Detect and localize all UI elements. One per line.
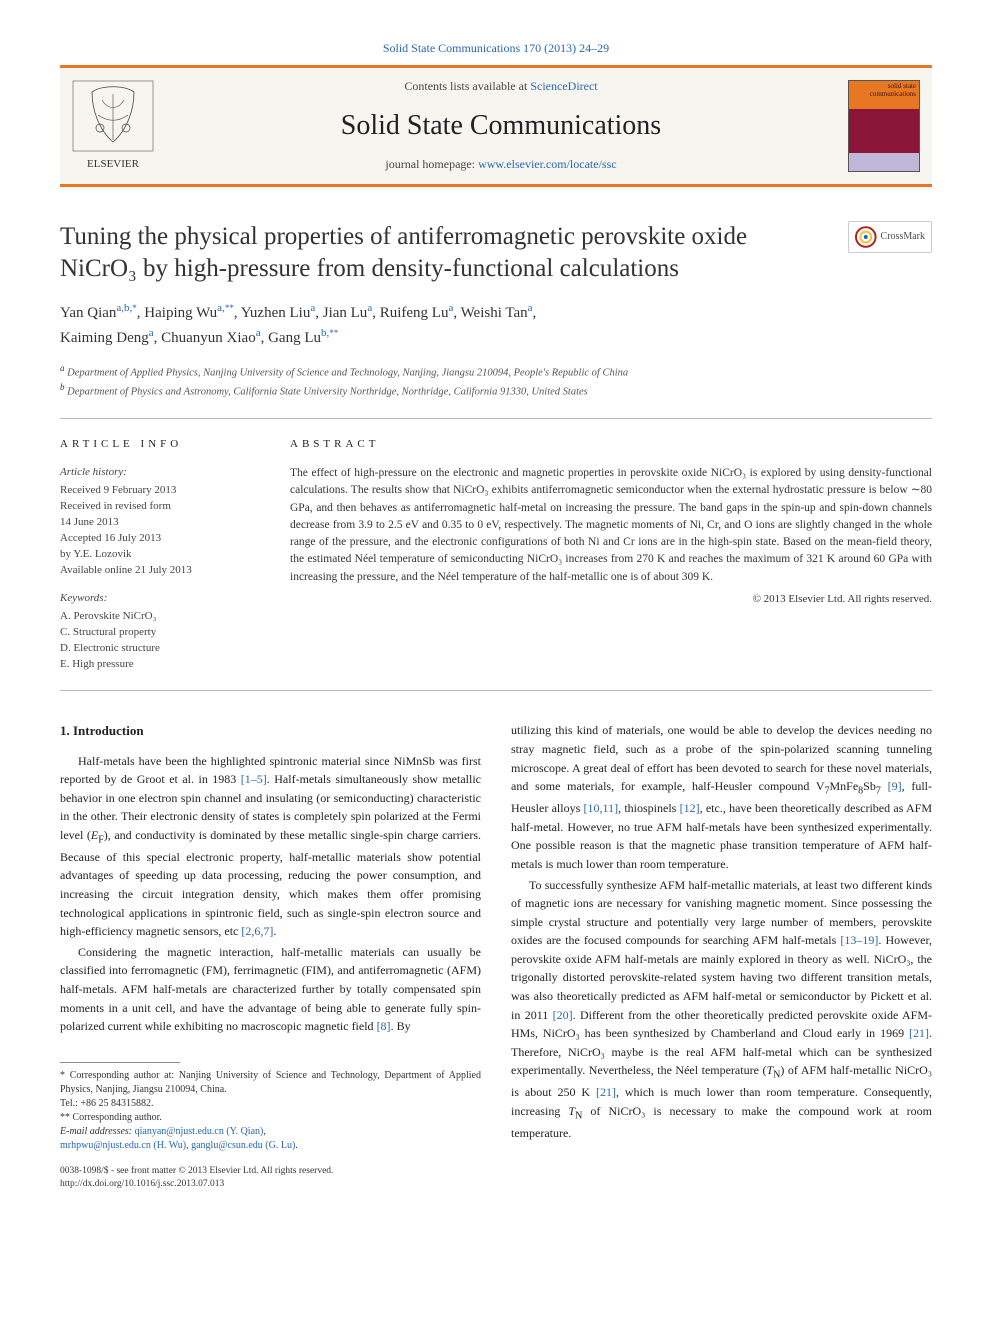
title-block: Tuning the physical properties of antife… bbox=[60, 221, 932, 286]
article-info-col: ARTICLE INFO Article history: Received 9… bbox=[60, 437, 260, 672]
author-6: Weishi Tan bbox=[461, 305, 528, 321]
crossmark-label: CrossMark bbox=[881, 230, 925, 245]
author-2: Haiping Wu bbox=[144, 305, 217, 321]
journal-name: Solid State Communications bbox=[166, 106, 836, 147]
authors: Yan Qiana,b,*, Haiping Wua,**, Yuzhen Li… bbox=[60, 300, 932, 350]
body-columns: 1. Introduction Half-metals have been th… bbox=[60, 721, 932, 1191]
author-1: Yan Qian bbox=[60, 305, 116, 321]
journal-header: ELSEVIER Contents lists available at Sci… bbox=[60, 65, 932, 186]
email-label: E-mail addresses: bbox=[60, 1126, 135, 1137]
divider-2 bbox=[60, 690, 932, 691]
email-addresses: E-mail addresses: qianyan@njust.edu.cn (… bbox=[60, 1125, 481, 1153]
journal-cover-thumb: solid state communications bbox=[848, 80, 920, 172]
abstract-col: ABSTRACT The effect of high-pressure on … bbox=[290, 437, 932, 672]
affiliation-a: Department of Applied Physics, Nanjing U… bbox=[67, 367, 628, 378]
author-8: Chuanyun Xiao bbox=[161, 330, 256, 346]
email-3[interactable]: ganglu@csun.edu (G. Lu) bbox=[191, 1140, 295, 1151]
abstract-head: ABSTRACT bbox=[290, 437, 932, 453]
corr-note-1: * Corresponding author at: Nanjing Unive… bbox=[60, 1069, 481, 1111]
doi-line[interactable]: http://dx.doi.org/10.1016/j.ssc.2013.07.… bbox=[60, 1178, 481, 1191]
page: Solid State Communications 170 (2013) 24… bbox=[0, 0, 992, 1231]
paragraph-3: utilizing this kind of materials, one wo… bbox=[511, 721, 932, 873]
email-1[interactable]: qianyan@njust.edu.cn (Y. Qian) bbox=[135, 1126, 264, 1137]
abstract-copyright: © 2013 Elsevier Ltd. All rights reserved… bbox=[290, 592, 932, 608]
info-abstract-row: ARTICLE INFO Article history: Received 9… bbox=[60, 437, 932, 672]
issn-line: 0038-1098/$ - see front matter © 2013 El… bbox=[60, 1165, 481, 1178]
footnote-divider bbox=[60, 1062, 180, 1063]
running-head: Solid State Communications 170 (2013) 24… bbox=[60, 40, 932, 57]
svg-text:ELSEVIER: ELSEVIER bbox=[87, 158, 140, 170]
left-column: 1. Introduction Half-metals have been th… bbox=[60, 721, 481, 1191]
author-4: Jian Lu bbox=[323, 305, 368, 321]
author-3: Yuzhen Liu bbox=[241, 305, 311, 321]
crossmark-badge[interactable]: CrossMark bbox=[848, 221, 932, 253]
corr-note-2: ** Corresponding author. bbox=[60, 1111, 481, 1125]
running-head-link[interactable]: Solid State Communications 170 (2013) 24… bbox=[383, 41, 609, 55]
abstract-body: The effect of high-pressure on the elect… bbox=[290, 465, 932, 586]
author-9: Gang Lu bbox=[268, 330, 321, 346]
right-column: utilizing this kind of materials, one wo… bbox=[511, 721, 932, 1191]
issn-doi: 0038-1098/$ - see front matter © 2013 El… bbox=[60, 1165, 481, 1192]
author-9-corr: ** bbox=[329, 328, 338, 338]
affiliation-b: Department of Physics and Astronomy, Cal… bbox=[67, 387, 588, 398]
article-title: Tuning the physical properties of antife… bbox=[60, 221, 828, 286]
author-2-corr: ** bbox=[225, 303, 234, 313]
homepage-prefix: journal homepage: bbox=[385, 157, 478, 171]
header-center: Contents lists available at ScienceDirec… bbox=[166, 78, 836, 173]
keywords-title: Keywords: bbox=[60, 591, 260, 607]
cover-title: solid state communications bbox=[849, 81, 919, 109]
article-history: Article history: Received 9 February 201… bbox=[60, 465, 260, 579]
author-9-aff: b, bbox=[321, 327, 329, 339]
history-title: Article history: bbox=[60, 465, 260, 481]
author-2-aff: a, bbox=[217, 302, 225, 314]
paragraph-1: Half-metals have been the highlighted sp… bbox=[60, 752, 481, 941]
contents-available: Contents lists available at ScienceDirec… bbox=[166, 78, 836, 95]
author-7-aff: a bbox=[149, 327, 154, 339]
journal-homepage: journal homepage: www.elsevier.com/locat… bbox=[166, 156, 836, 173]
footnotes: * Corresponding author at: Nanjing Unive… bbox=[60, 1069, 481, 1153]
author-4-aff: a bbox=[367, 302, 372, 314]
keywords-body: A. Perovskite NiCrO₃ C. Structural prope… bbox=[60, 609, 260, 673]
author-1-aff: a,b, bbox=[116, 302, 132, 314]
paragraph-2: Considering the magnetic interaction, ha… bbox=[60, 943, 481, 1036]
keywords: Keywords: A. Perovskite NiCrO₃ C. Struct… bbox=[60, 591, 260, 673]
author-5-aff: a bbox=[448, 302, 453, 314]
email-2[interactable]: mrhpwu@njust.edu.cn (H. Wu) bbox=[60, 1140, 186, 1151]
author-3-aff: a bbox=[310, 302, 315, 314]
crossmark-icon bbox=[855, 226, 877, 248]
elsevier-logo: ELSEVIER bbox=[72, 80, 154, 172]
homepage-link[interactable]: www.elsevier.com/locate/ssc bbox=[478, 157, 617, 171]
author-8-aff: a bbox=[256, 327, 261, 339]
sciencedirect-link[interactable]: ScienceDirect bbox=[530, 79, 597, 93]
contents-prefix: Contents lists available at bbox=[404, 79, 530, 93]
affiliations: a Department of Applied Physics, Nanjing… bbox=[60, 362, 932, 401]
author-7: Kaiming Deng bbox=[60, 330, 149, 346]
history-body: Received 9 February 2013 Received in rev… bbox=[60, 483, 260, 579]
author-6-aff: a bbox=[528, 302, 533, 314]
author-5: Ruifeng Lu bbox=[380, 305, 449, 321]
paragraph-4: To successfully synthesize AFM half-meta… bbox=[511, 876, 932, 1143]
section-1-title: 1. Introduction bbox=[60, 721, 481, 741]
author-1-corr: * bbox=[132, 303, 137, 313]
article-info-head: ARTICLE INFO bbox=[60, 437, 260, 453]
divider bbox=[60, 418, 932, 419]
